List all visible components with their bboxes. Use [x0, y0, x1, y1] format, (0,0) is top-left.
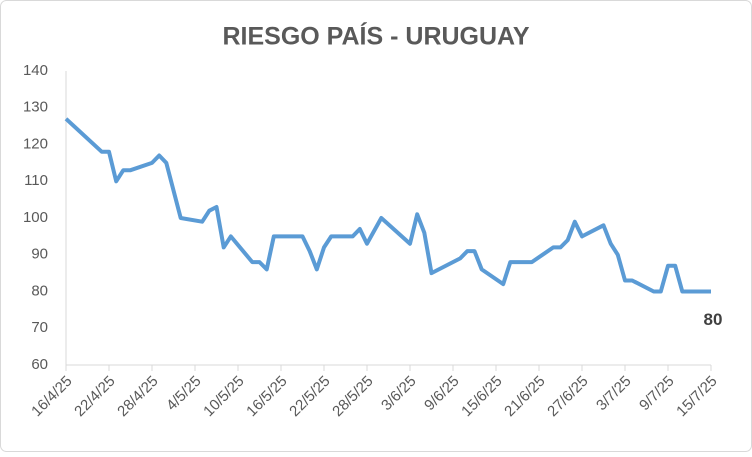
y-tick-label: 140 — [23, 62, 48, 79]
chart-title: RIESGO PAÍS - URUGUAY — [223, 22, 530, 51]
y-tick-label: 90 — [31, 246, 48, 263]
y-tick-label: 70 — [31, 319, 48, 336]
y-tick-label: 120 — [23, 135, 48, 152]
data-label: 80 — [704, 310, 723, 329]
y-tick-label: 100 — [23, 209, 48, 226]
y-tick-label: 130 — [23, 99, 48, 116]
y-tick-label: 60 — [31, 356, 48, 373]
data-line — [64, 117, 711, 294]
y-tick-label: 80 — [31, 282, 48, 299]
y-tick-label: 110 — [24, 172, 48, 189]
